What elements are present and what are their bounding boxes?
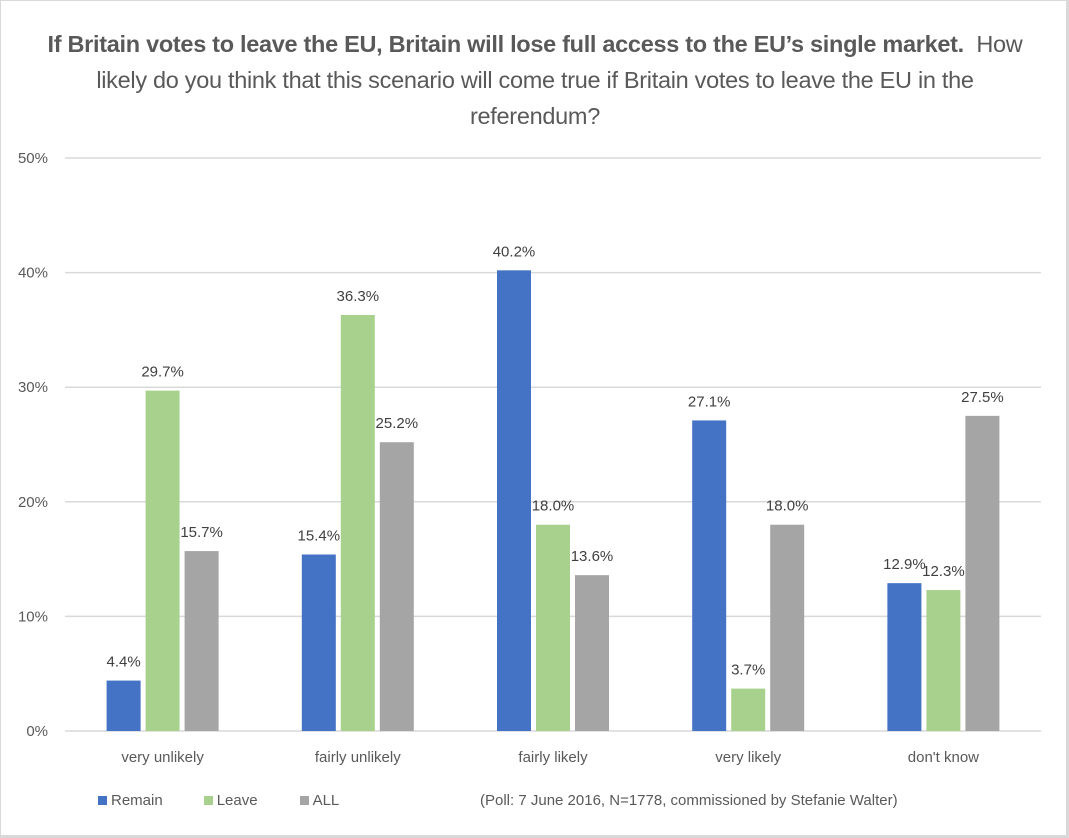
- y-axis-ticks: 0% 10% 20% 30% 40% 50%: [18, 150, 48, 740]
- poll-annotation: (Poll: 7 June 2016, N=1778, commissioned…: [480, 792, 898, 809]
- bar-remain: [497, 270, 531, 731]
- bars: [106, 270, 1000, 731]
- data-label: 36.3%: [337, 288, 380, 305]
- chart-title-regular: How likely do you think that this scenar…: [96, 31, 1023, 129]
- data-label: 27.5%: [961, 389, 1004, 406]
- bar-all: [379, 442, 414, 731]
- legend-label: ALL: [312, 792, 340, 809]
- legend-item-all: ALL: [299, 792, 340, 809]
- bar-remain: [301, 554, 336, 731]
- data-label: 4.4%: [106, 654, 140, 671]
- data-label: 15.4%: [298, 528, 341, 545]
- data-label: 25.2%: [376, 415, 419, 432]
- legend: Remain Leave ALL: [98, 792, 339, 809]
- legend-swatch: [299, 796, 309, 805]
- bar-all: [965, 415, 1000, 731]
- y-tick-label: 10%: [18, 608, 48, 625]
- x-axis-categories: very unlikely fairly unlikely fairly likel…: [121, 749, 979, 766]
- bar-leave: [536, 524, 570, 731]
- frame-border-right: [1066, 0, 1069, 838]
- y-tick-label: 0%: [26, 723, 48, 740]
- legend-item-leave: Leave: [203, 792, 258, 809]
- legend-swatch: [203, 796, 213, 805]
- bar-leave: [145, 390, 180, 731]
- bar-leave: [926, 590, 961, 731]
- data-label: 29.7%: [141, 364, 184, 381]
- data-label: 18.0%: [532, 498, 575, 515]
- legend-swatch: [98, 796, 107, 805]
- bar-leave: [340, 315, 375, 731]
- data-label: 27.1%: [688, 393, 731, 410]
- data-labels: 4.4% 29.7% 15.7% 15.4% 36.3% 25.2% 40.2% 18.0% 1…: [106, 243, 1003, 678]
- legend-label: Leave: [216, 792, 258, 809]
- x-category-label: fairly unlikely: [315, 749, 401, 766]
- data-label: 13.6%: [571, 548, 614, 565]
- chart-title-bold: If Britain votes to leave the EU, Britai…: [47, 31, 965, 57]
- y-tick-label: 40%: [18, 265, 48, 282]
- y-tick-label: 50%: [18, 150, 48, 167]
- data-label: 12.9%: [883, 556, 926, 573]
- y-tick-label: 30%: [18, 379, 48, 396]
- data-label: 18.0%: [766, 498, 809, 515]
- bar-all: [770, 524, 805, 731]
- x-category-label: very unlikely: [121, 749, 204, 766]
- bar-remain: [887, 583, 922, 731]
- bar-leave: [731, 688, 766, 731]
- bar-remain: [692, 420, 727, 731]
- data-label: 3.7%: [731, 662, 765, 679]
- bar-all: [184, 551, 219, 731]
- data-label: 15.7%: [180, 524, 223, 541]
- frame-border-bottom: [0, 835, 1069, 838]
- x-category-label: fairly likely: [518, 749, 588, 766]
- bar-all: [575, 575, 609, 731]
- chart-title: If Britain votes to leave the EU, Britai…: [40, 26, 1030, 134]
- y-tick-label: 20%: [18, 494, 48, 511]
- data-label: 12.3%: [922, 563, 965, 580]
- legend-item-remain: Remain: [98, 792, 163, 809]
- legend-label: Remain: [111, 792, 163, 809]
- data-label: 40.2%: [493, 243, 536, 260]
- x-category-label: don't know: [908, 749, 979, 766]
- bar-remain: [106, 680, 141, 731]
- x-category-label: very likely: [715, 749, 781, 766]
